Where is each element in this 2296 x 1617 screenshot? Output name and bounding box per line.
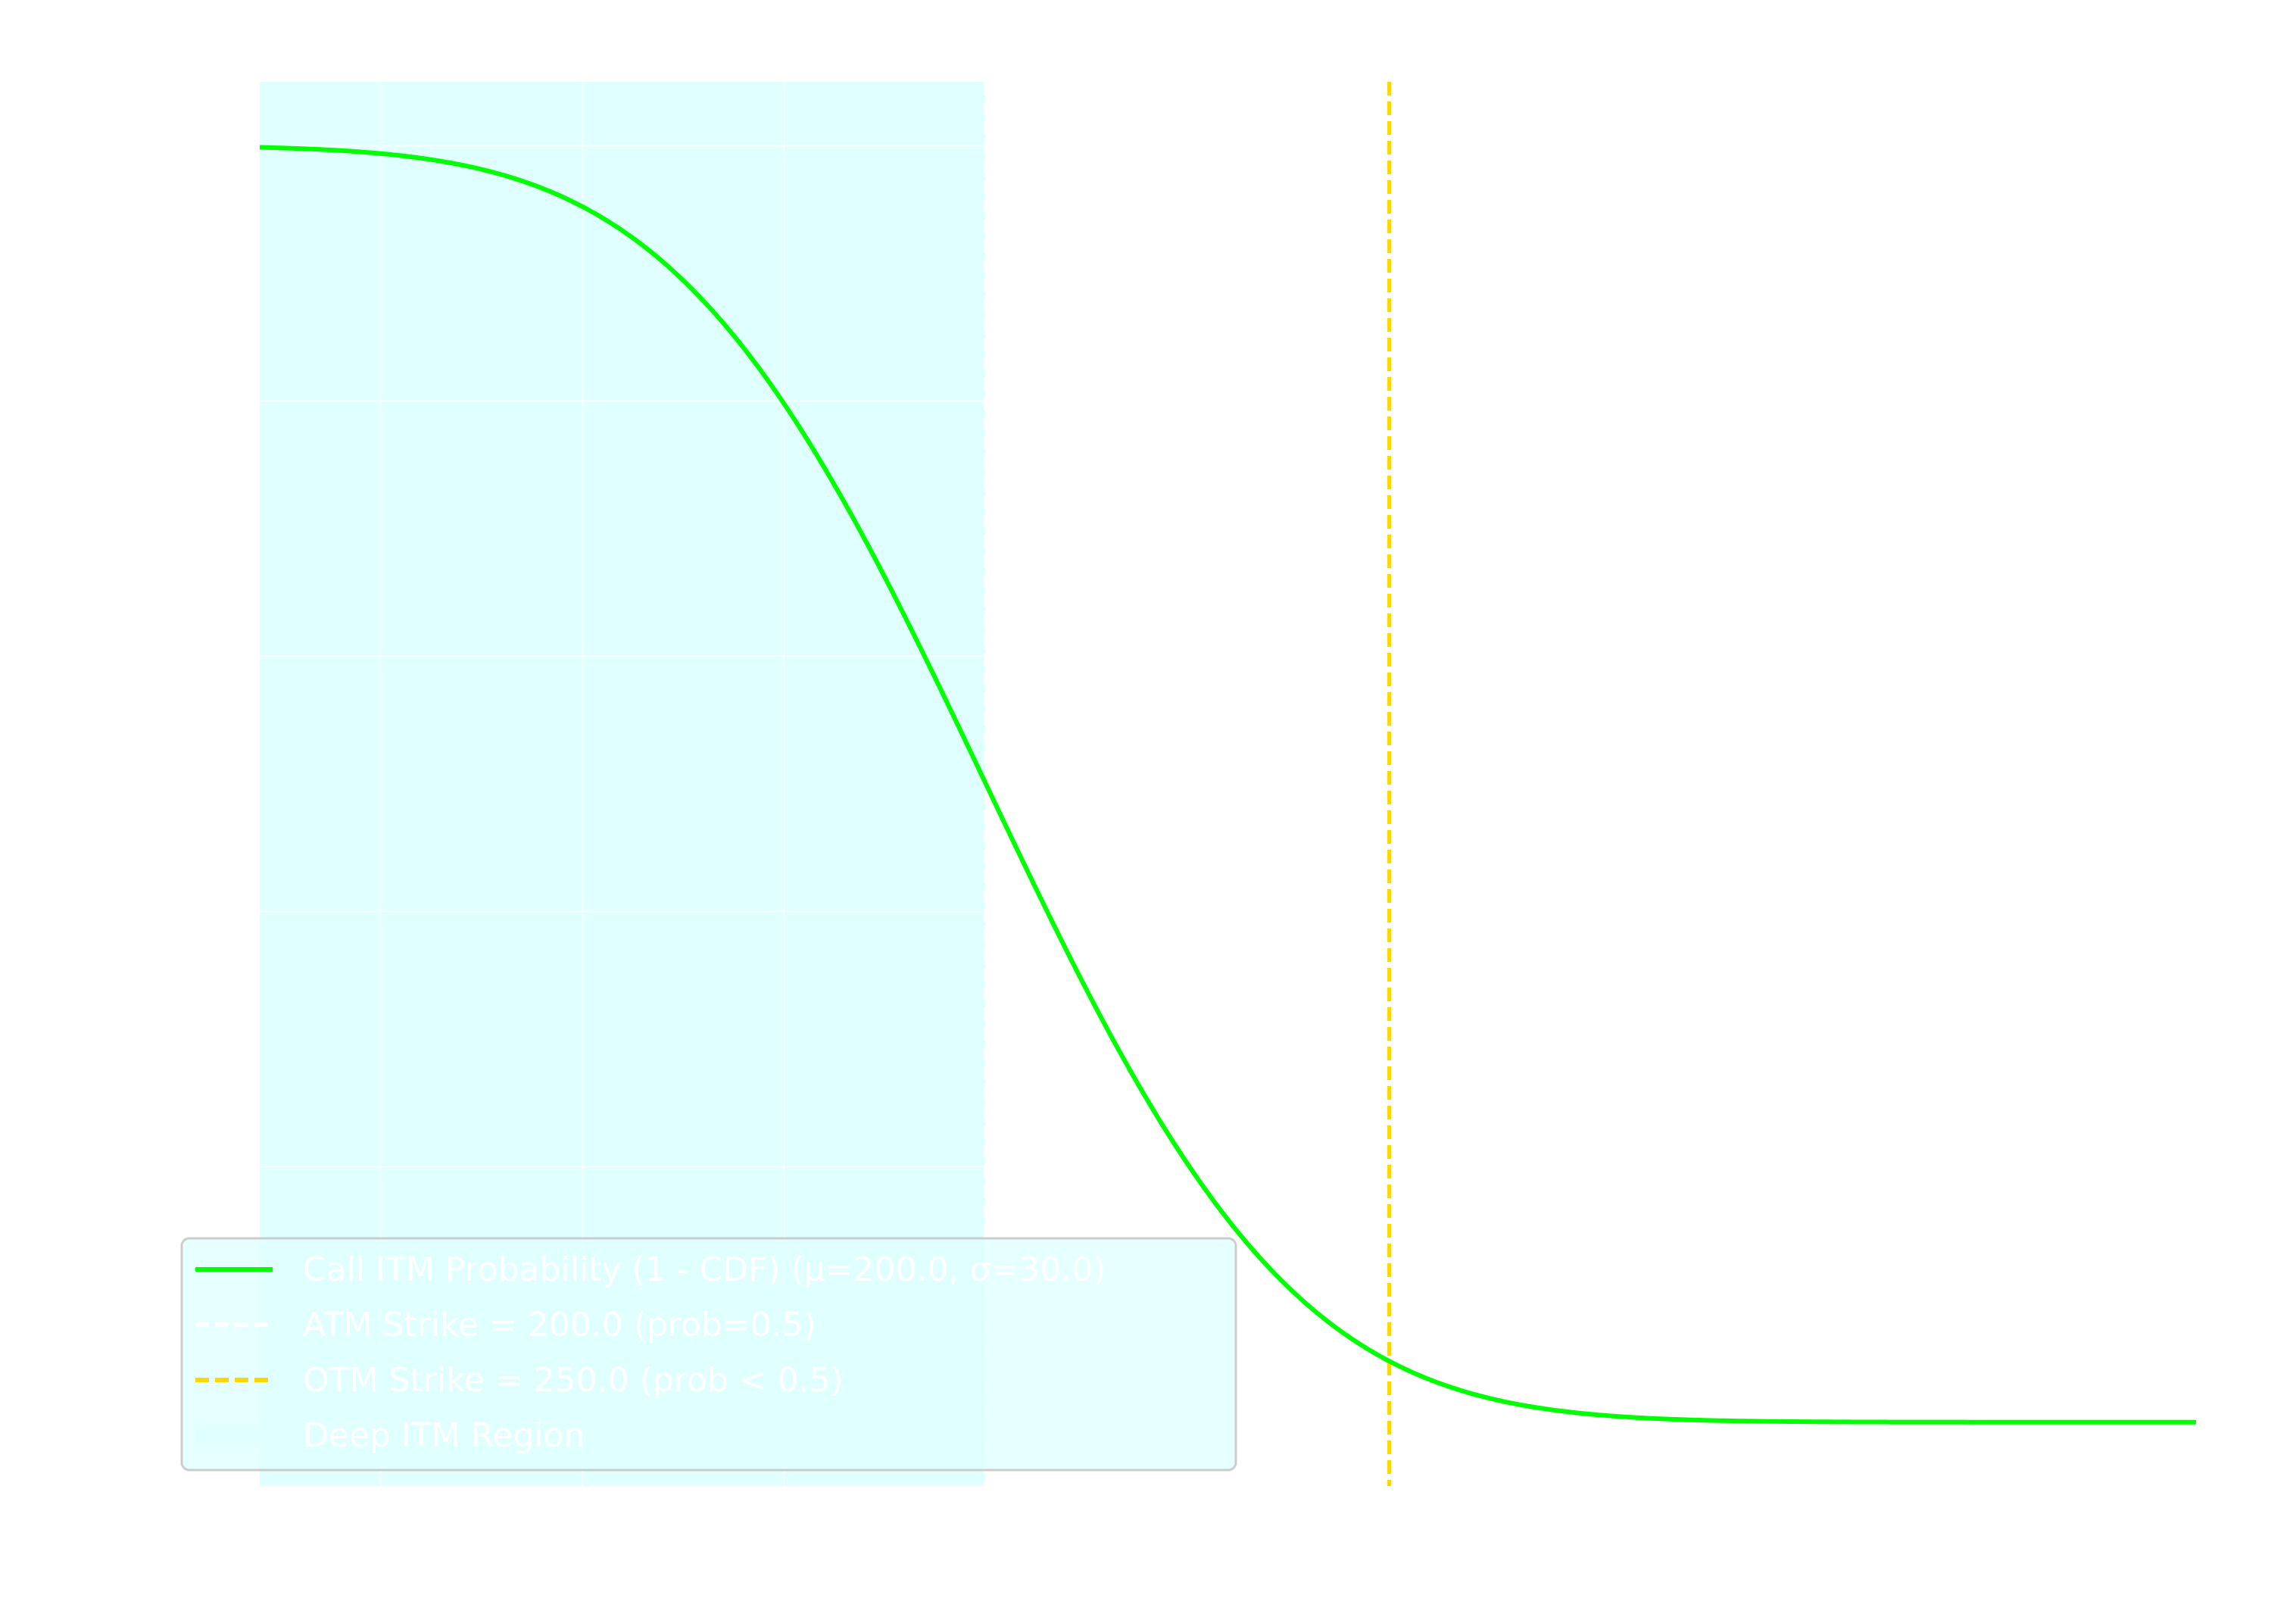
legend-box: [180, 1237, 1237, 1472]
legend-label-2: OTM Strike = 250.0 (prob < 0.5): [303, 1361, 844, 1400]
legend-label-3: Deep ITM Region: [303, 1416, 585, 1455]
legend: Call ITM Probability (1 - CDF) (μ=200.0,…: [180, 1237, 1237, 1472]
legend-swatch-region: [195, 1425, 273, 1446]
series-layer: [259, 145, 2197, 1425]
legend-label-0: Call ITM Probability (1 - CDF) (μ=200.0,…: [303, 1250, 1106, 1289]
legend-label-1: ATM Strike = 200.0 (prob=0.5): [303, 1306, 816, 1344]
